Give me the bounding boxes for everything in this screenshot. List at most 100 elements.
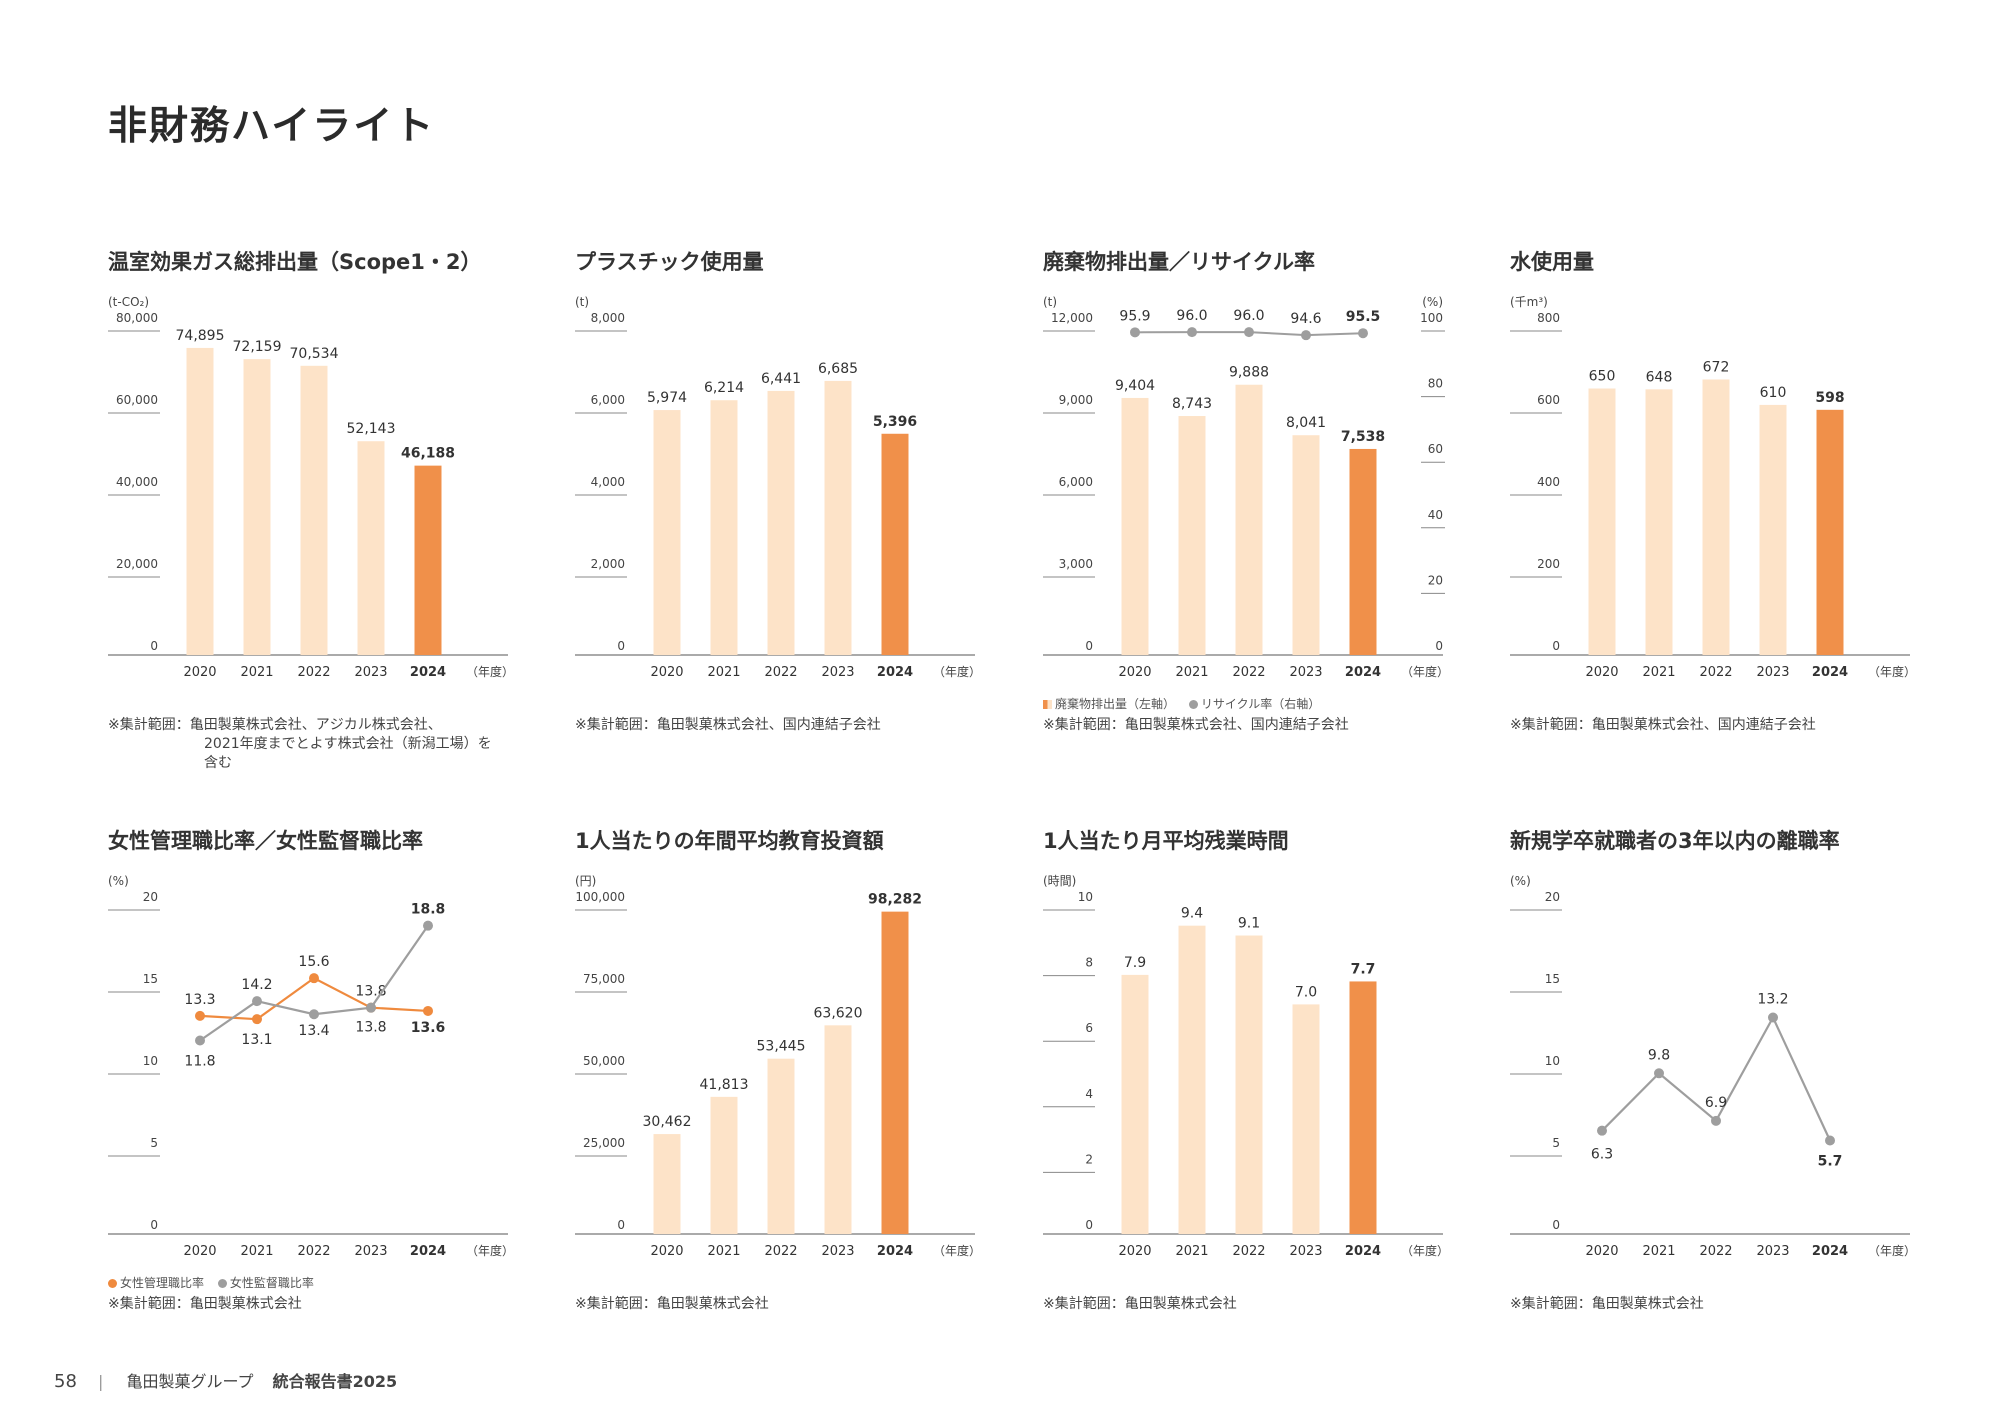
data-label: 30,462: [643, 1114, 692, 1130]
bar: [414, 465, 442, 655]
chart-title: 新規学卒就職者の3年以内の離職率: [1510, 829, 1840, 853]
y-tick-label: 8,000: [591, 311, 625, 325]
y-tick-label: 4,000: [591, 475, 625, 489]
x-axis-unit: （年度）: [466, 664, 514, 679]
data-label: 98,282: [868, 892, 922, 908]
footer-separator: |: [98, 1372, 104, 1391]
series-point: [1597, 1125, 1607, 1136]
x-tick-label: 2023: [1756, 1244, 1789, 1259]
x-tick-label: 2024: [410, 665, 446, 680]
right-tick-label: 80: [1428, 377, 1443, 391]
women-ratio-chart-panel: 女性管理職比率／女性監督職比率 (%) 0 5 10 15 20 2020 2021 2022 2…: [108, 825, 518, 1385]
y-tick-label: 0: [1085, 639, 1093, 653]
bar: [1349, 448, 1377, 655]
y-tick-label: 12,000: [1051, 311, 1093, 325]
data-label: 13.2: [1757, 992, 1788, 1008]
x-tick-label: 2021: [240, 1244, 273, 1259]
x-tick-label: 2022: [764, 665, 797, 680]
bar: [1816, 409, 1844, 655]
note-line: ※集計範囲：亀田製菓株式会社、アジカル株式会社、: [108, 717, 442, 733]
y-tick-label: 200: [1537, 557, 1560, 571]
y-axis-unit: (%): [1510, 874, 1531, 888]
ghg-emissions-chart: (t-CO₂) 0 20,000 40,000 60,000 80,000 2020 2021…: [108, 295, 514, 680]
x-tick-label: 2021: [1642, 1244, 1675, 1259]
note-line: ※集計範囲：亀田製菓株式会社: [1510, 1296, 1704, 1312]
legend-dot: [1188, 700, 1198, 709]
note-line: 含む: [204, 755, 232, 771]
x-axis-unit: （年度）: [1401, 664, 1449, 679]
x-tick-label: 2024: [1345, 665, 1381, 680]
data-label: 18.8: [411, 902, 446, 918]
y-tick-label: 8: [1085, 956, 1093, 970]
x-tick-label: 2021: [707, 1244, 740, 1259]
y-tick-label: 5: [150, 1136, 158, 1150]
series-point: [309, 1009, 319, 1020]
bar: [1588, 388, 1616, 655]
y-tick-label: 15: [1545, 972, 1560, 986]
x-tick-label: 2020: [1585, 665, 1618, 680]
data-label: 5.7: [1818, 1154, 1843, 1170]
bar: [653, 1134, 681, 1234]
data-label: 9.8: [1648, 1047, 1670, 1063]
data-label: 598: [1815, 390, 1844, 406]
data-label: 7.7: [1351, 961, 1376, 977]
company-name: 亀田製菓グループ: [126, 1372, 254, 1391]
y-tick-label: 25,000: [583, 1136, 625, 1150]
y-axis-unit: (時間): [1043, 874, 1076, 888]
x-tick-label: 2020: [1118, 1244, 1151, 1259]
note-line: 2021年度までとよす株式会社（新潟工場）を: [204, 736, 492, 752]
recycling-rate-point: [1187, 327, 1197, 338]
series-point: [309, 973, 319, 984]
y-tick-label: 50,000: [583, 1054, 625, 1068]
ghg-emissions-chart-panel: 温室効果ガス総排出量（Scope1・2） (t-CO₂) 0 20,000 40,00…: [108, 246, 518, 806]
y-tick-label: 400: [1537, 475, 1560, 489]
x-axis-unit: （年度）: [933, 664, 981, 679]
waste-recycling-chart-panel: 廃棄物排出量／リサイクル率 (t) 0 3,000 6,000 9,000 12,000 2…: [1043, 246, 1453, 806]
note-line: ※集計範囲：亀田製菓株式会社、国内連結子会社: [1510, 717, 1816, 733]
bar: [1349, 981, 1377, 1234]
data-label: 8,743: [1172, 396, 1212, 412]
y-tick-label: 800: [1537, 311, 1560, 325]
y-axis-unit: (t): [575, 295, 589, 309]
education-investment-chart-panel: 1人当たりの年間平均教育投資額 (円) 0 25,000 50,000 75,000 10…: [575, 825, 985, 1385]
data-label: 7.0: [1295, 984, 1317, 1000]
legend-item: 廃棄物排出量（左軸）: [1043, 695, 1175, 712]
y-tick-label: 10: [1078, 890, 1093, 904]
series-point: [423, 920, 433, 931]
series-point: [1711, 1115, 1721, 1126]
y-tick-label: 0: [150, 1218, 158, 1232]
data-label: 648: [1646, 369, 1673, 385]
data-label: 11.8: [184, 1053, 215, 1069]
data-label: 6,214: [704, 380, 744, 396]
right-tick-label: 20: [1428, 573, 1443, 587]
data-label: 6,685: [818, 361, 858, 377]
recycling-rate-label: 96.0: [1233, 308, 1264, 324]
chart-note: ※集計範囲：亀田製菓株式会社、アジカル株式会社、 2021年度までとよす株式会社…: [108, 716, 492, 773]
x-tick-label: 2020: [183, 665, 216, 680]
chart-note: ※集計範囲：亀田製菓株式会社、国内連結子会社: [1510, 716, 1816, 735]
data-label: 13.6: [411, 1020, 446, 1036]
x-tick-label: 2021: [1175, 1244, 1208, 1259]
bar: [1702, 379, 1730, 655]
series-point: [195, 1035, 205, 1046]
series-point: [195, 1010, 205, 1021]
note-line: ※集計範囲：亀田製菓株式会社、国内連結子会社: [1043, 717, 1349, 733]
y-tick-label: 6: [1085, 1021, 1093, 1035]
legend-item: リサイクル率（右軸）: [1188, 695, 1320, 712]
data-label: 6.9: [1705, 1095, 1727, 1111]
data-label: 610: [1760, 385, 1787, 401]
x-tick-label: 2023: [1289, 665, 1322, 680]
chart-note: ※集計範囲：亀田製菓株式会社: [1510, 1295, 1704, 1314]
chart-title: 温室効果ガス総排出量（Scope1・2）: [108, 250, 482, 274]
x-tick-label: 2022: [297, 665, 330, 680]
data-label: 650: [1589, 369, 1616, 385]
data-label: 5,974: [647, 390, 687, 406]
x-tick-label: 2023: [821, 665, 854, 680]
x-tick-label: 2022: [1232, 1244, 1265, 1259]
x-tick-label: 2022: [297, 1244, 330, 1259]
chart-title: プラスチック使用量: [575, 250, 764, 274]
chart-title: 水使用量: [1510, 250, 1594, 274]
series-point: [1825, 1135, 1835, 1146]
y-tick-label: 0: [617, 639, 625, 653]
x-axis-unit: （年度）: [1868, 664, 1916, 679]
